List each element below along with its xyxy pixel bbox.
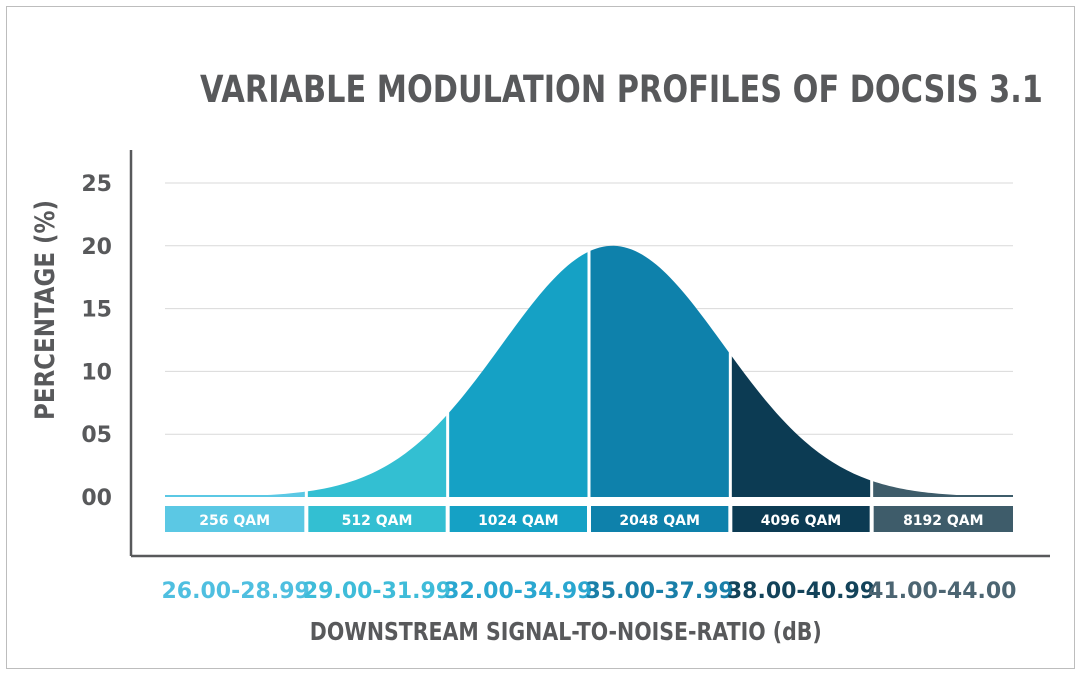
y-tick-label: 25	[81, 172, 112, 197]
x-range-label: 38.00-40.99	[727, 579, 875, 604]
x-range-label: 29.00-31.99	[303, 579, 451, 604]
area-segment-1024-qam	[447, 251, 589, 497]
modulation-label: 2048 QAM	[619, 513, 700, 529]
x-range-label: 41.00-44.00	[868, 579, 1016, 604]
x-axis-label: DOWNSTREAM SIGNAL-TO-NOISE-RATIO (dB)	[310, 617, 823, 646]
modulation-label: 512 QAM	[342, 513, 413, 529]
x-range-label: 26.00-28.99	[162, 579, 310, 604]
area-segment-512-qam	[306, 414, 448, 497]
modulation-bar	[591, 506, 729, 532]
y-tick-label: 10	[81, 360, 112, 385]
y-tick-label: 20	[81, 235, 112, 260]
area-segment-4096-qam	[730, 354, 872, 497]
area-segment-256-qam	[165, 491, 307, 497]
modulation-bar	[873, 506, 1013, 532]
modulation-label: 8192 QAM	[903, 513, 984, 529]
modulation-bar	[165, 506, 305, 532]
modulation-bar	[732, 506, 870, 532]
x-range-label: 32.00-34.99	[444, 579, 592, 604]
y-tick-label: 05	[81, 423, 112, 448]
modulation-bar	[449, 506, 587, 532]
modulation-label: 1024 QAM	[478, 513, 559, 529]
y-tick-label: 15	[81, 298, 112, 323]
modulation-bar	[308, 506, 446, 532]
modulation-label: 256 QAM	[199, 513, 270, 529]
x-range-label: 35.00-37.99	[586, 579, 734, 604]
y-tick-label: 00	[81, 486, 112, 511]
area-segment-8192-qam	[871, 480, 1013, 497]
x-axis-label-wrap: DOWNSTREAM SIGNAL-TO-NOISE-RATIO (dB)	[0, 617, 1083, 646]
modulation-label: 4096 QAM	[761, 513, 842, 529]
area-segment-2048-qam	[589, 245, 731, 497]
